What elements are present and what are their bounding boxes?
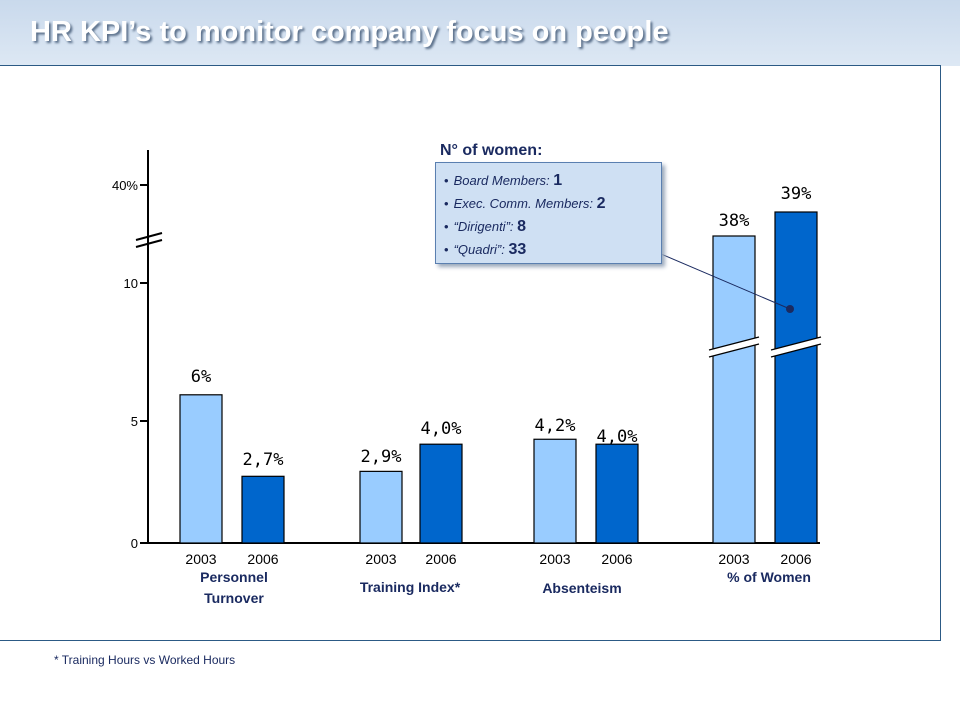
bar-value-label: 2,7% <box>243 450 284 470</box>
callout-title: N° of women: <box>440 142 543 159</box>
x-year-label: 2006 <box>247 551 278 567</box>
x-year-label: 2003 <box>185 551 216 567</box>
bar-2003 <box>359 470 403 544</box>
y-axis-break <box>135 232 163 248</box>
bar-2003 <box>533 438 577 544</box>
x-year-label: 2006 <box>780 551 811 567</box>
group-label-line: Personnel <box>200 569 268 585</box>
group-label-line: Absenteism <box>542 580 622 596</box>
y-tick-label: 40% <box>112 178 138 193</box>
group-label-line: % of Women <box>727 569 811 585</box>
callout-box: • Board Members: 1 • Exec. Comm. Members: 2… <box>435 162 662 264</box>
bar-2006 <box>241 475 285 544</box>
group-label-line: Training Index* <box>359 579 461 595</box>
y-tick-label: 10 <box>124 276 138 291</box>
x-year-label: 2006 <box>601 551 632 567</box>
bar-value-label: 38% <box>719 211 750 231</box>
bar-break <box>708 336 760 358</box>
callout-item-value: 33 <box>508 241 527 258</box>
bar-2006 <box>419 443 463 544</box>
callout-connector-end <box>786 305 794 313</box>
group-label: Absenteism <box>520 578 644 599</box>
x-year-label: 2006 <box>425 551 456 567</box>
y-tick-label: 0 <box>131 536 138 551</box>
callout-item-value: 2 <box>596 195 606 212</box>
bar-break <box>770 336 822 358</box>
x-year-label: 2003 <box>539 551 570 567</box>
bar-value-label: 39% <box>781 184 812 204</box>
bullet-icon: • <box>444 173 449 188</box>
bar-2006 <box>595 443 639 544</box>
callout-list: • Board Members: 1 • Exec. Comm. Members: 2… <box>444 169 661 261</box>
callout-item-label: Exec. Comm. Members: <box>453 196 597 211</box>
callout-item: • Board Members: 1 <box>444 169 661 192</box>
bar-2006 <box>774 211 818 544</box>
callout-item-value: 1 <box>553 172 563 189</box>
y-tick-label: 5 <box>131 414 138 429</box>
group-label: Training Index* <box>345 577 475 598</box>
x-year-label: 2003 <box>718 551 749 567</box>
page-title: HR KPI’s to monitor company focus on peo… <box>30 16 669 48</box>
group-label-line: Turnover <box>204 590 264 606</box>
bar-value-label: 4,0% <box>597 427 638 447</box>
callout-item-value: 8 <box>517 218 527 235</box>
bullet-icon: • <box>444 196 449 211</box>
callout-item: • “Quadri”: 33 <box>444 238 661 261</box>
callout-item-label: “Quadri”: <box>453 242 509 257</box>
bar-2003 <box>712 235 756 544</box>
callout-connector <box>646 247 791 310</box>
callout-item-label: “Dirigenti”: <box>453 219 518 234</box>
bar-value-label: 4,2% <box>535 416 576 436</box>
bar-value-label: 4,0% <box>421 419 462 439</box>
group-label: % of Women <box>705 567 833 588</box>
bar-value-label: 6% <box>191 367 211 387</box>
callout-item-label: Board Members: <box>453 173 554 188</box>
footnote: * Training Hours vs Worked Hours <box>54 653 236 667</box>
bullet-icon: • <box>444 242 449 257</box>
callout-item: • “Dirigenti”: 8 <box>444 215 661 238</box>
header-banner: HR KPI’s to monitor company focus on peo… <box>0 0 960 66</box>
bar-2003 <box>179 394 223 544</box>
bullet-icon: • <box>444 219 449 234</box>
callout-item: • Exec. Comm. Members: 2 <box>444 192 661 215</box>
bar-value-label: 2,9% <box>361 447 402 467</box>
x-year-label: 2003 <box>365 551 396 567</box>
group-label: Personnel Turnover <box>176 567 292 609</box>
